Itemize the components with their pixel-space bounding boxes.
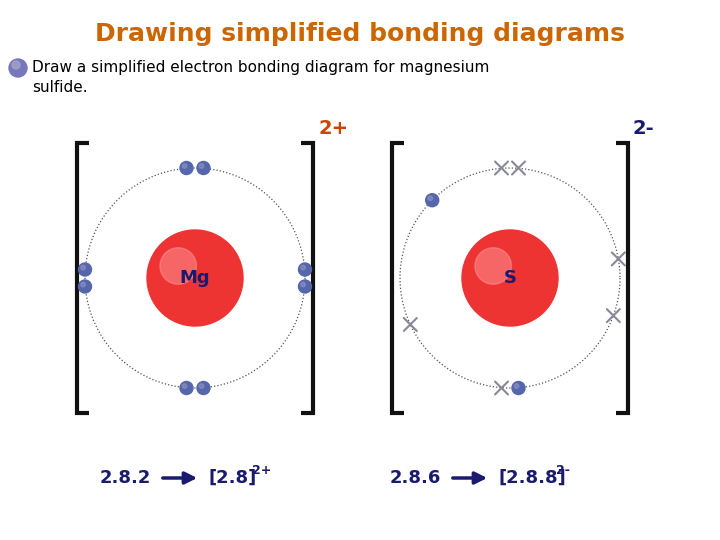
Circle shape (462, 230, 558, 326)
Circle shape (299, 263, 312, 276)
Circle shape (78, 280, 91, 293)
Circle shape (199, 164, 204, 168)
Text: Drawing simplified bonding diagrams: Drawing simplified bonding diagrams (95, 22, 625, 46)
Circle shape (81, 265, 86, 270)
Circle shape (12, 61, 20, 69)
Circle shape (426, 194, 438, 207)
Circle shape (147, 230, 243, 326)
Text: S: S (503, 269, 516, 287)
Circle shape (514, 384, 519, 388)
Circle shape (78, 263, 91, 276)
Circle shape (197, 161, 210, 174)
Text: 2+: 2+ (252, 463, 271, 476)
Circle shape (301, 265, 305, 270)
Circle shape (182, 164, 186, 168)
Circle shape (180, 161, 193, 174)
Circle shape (301, 282, 305, 287)
Text: sulfide.: sulfide. (32, 80, 88, 95)
Circle shape (512, 381, 525, 395)
Text: 2.8.2: 2.8.2 (100, 469, 151, 487)
Circle shape (199, 384, 204, 388)
Text: Draw a simplified electron bonding diagram for magnesium: Draw a simplified electron bonding diagr… (32, 60, 490, 75)
Circle shape (180, 381, 193, 395)
Text: 2.8.6: 2.8.6 (390, 469, 441, 487)
Text: 2+: 2+ (318, 119, 348, 138)
Circle shape (197, 381, 210, 395)
Circle shape (299, 280, 312, 293)
Circle shape (9, 59, 27, 77)
Text: [2.8]: [2.8] (208, 469, 256, 487)
Text: 2-: 2- (633, 119, 654, 138)
Circle shape (428, 196, 433, 200)
Circle shape (160, 248, 197, 284)
Text: Mg: Mg (180, 269, 210, 287)
Text: [2.8.8]: [2.8.8] (498, 469, 566, 487)
Circle shape (182, 384, 186, 388)
Circle shape (81, 282, 86, 287)
Circle shape (475, 248, 511, 284)
Text: 2-: 2- (556, 463, 570, 476)
